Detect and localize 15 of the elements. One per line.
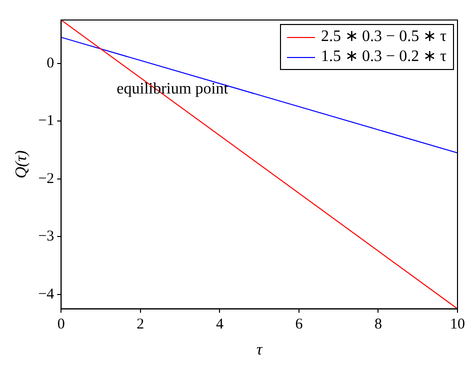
x-tick-label: 8 [374,316,382,333]
x-tick-label: 4 [216,316,224,333]
x-tick-label: 2 [136,316,144,333]
legend-label: 2.5 ∗ 0.3 − 0.5 ∗ τ [321,27,446,47]
y-tick-label: 0 [46,55,54,72]
x-axis-title: τ [256,342,264,359]
legend-label: 1.5 ∗ 0.3 − 0.2 ∗ τ [321,47,446,67]
y-tick-label: −1 [38,113,54,130]
x-tick-label: 10 [450,316,465,333]
y-tick-label: −4 [38,286,55,302]
x-tick-label: 6 [295,316,304,333]
y-tick-label: −2 [38,170,54,187]
y-tick-label: −3 [38,228,54,245]
y-axis-title: Q(τ) [12,150,30,178]
x-tick-label: 0 [57,316,65,333]
